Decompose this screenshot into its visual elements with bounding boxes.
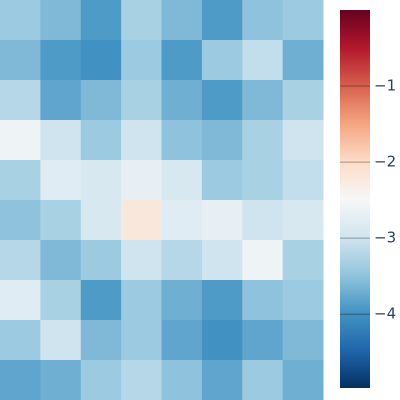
heatmap-cell xyxy=(242,40,284,81)
heatmap-cell xyxy=(40,320,82,361)
heatmap-cell xyxy=(80,40,122,81)
heatmap-cell xyxy=(40,160,82,201)
heatmap-cell xyxy=(80,320,122,361)
heatmap-cell xyxy=(0,160,41,201)
heatmap-cell xyxy=(80,200,122,241)
heatmap-cell xyxy=(40,0,82,41)
heatmap-cell xyxy=(242,80,284,121)
heatmap-cell xyxy=(161,0,203,41)
heatmap-cell xyxy=(161,280,203,321)
heatmap-cell xyxy=(242,280,284,321)
heatmap-area xyxy=(0,0,324,400)
heatmap-cell xyxy=(201,0,243,41)
heatmap-cell xyxy=(0,40,41,81)
colorbar-tick-label: −3 xyxy=(374,229,396,247)
heatmap-cell xyxy=(201,120,243,161)
heatmap-cell xyxy=(80,280,122,321)
heatmap-cell xyxy=(282,160,324,201)
heatmap-cell xyxy=(0,80,41,121)
heatmap-cell xyxy=(121,320,162,361)
heatmap-cell xyxy=(201,80,243,121)
heatmap-cell xyxy=(121,120,162,161)
heatmap-cell xyxy=(0,200,41,241)
heatmap-cell xyxy=(201,200,243,241)
heatmap-cell xyxy=(0,240,41,281)
heatmap-cell xyxy=(242,120,284,161)
heatmap-cell xyxy=(282,280,324,321)
heatmap-cell xyxy=(282,80,324,121)
heatmap-cell xyxy=(80,0,122,41)
heatmap-cell xyxy=(282,200,324,241)
heatmap-cell xyxy=(282,320,324,361)
heatmap-cell xyxy=(161,240,203,281)
heatmap-cell xyxy=(242,240,284,281)
heatmap-cell xyxy=(242,160,284,201)
heatmap-cell xyxy=(121,360,162,400)
heatmap-cell xyxy=(161,40,203,81)
heatmap-cell xyxy=(161,360,203,400)
colorbar-tick-label: −1 xyxy=(374,77,396,95)
heatmap-cell xyxy=(242,0,284,41)
heatmap-cell xyxy=(121,40,162,81)
heatmap-cell xyxy=(242,200,284,241)
heatmap-cell xyxy=(0,280,41,321)
heatmap-cell xyxy=(242,320,284,361)
heatmap-cell xyxy=(121,80,162,121)
heatmap-cell xyxy=(0,120,41,161)
heatmap-cell xyxy=(282,360,324,400)
heatmap-cell xyxy=(0,360,41,400)
heatmap-cell xyxy=(121,280,162,321)
heatmap-cell xyxy=(40,200,82,241)
heatmap-cell xyxy=(40,80,82,121)
heatmap-cell xyxy=(161,160,203,201)
heatmap-cell xyxy=(121,200,162,241)
heatmap-cell xyxy=(201,240,243,281)
heatmap-cell xyxy=(242,360,284,400)
heatmap-cell xyxy=(161,120,203,161)
heatmap-cell xyxy=(282,120,324,161)
colorbar-tick-label: −2 xyxy=(374,153,396,171)
colorbar-axis: −1 −2 −3 −4 xyxy=(340,77,396,323)
heatmap-cell xyxy=(40,40,82,81)
heatmap-cell xyxy=(80,120,122,161)
heatmap-cell xyxy=(40,240,82,281)
heatmap-cell xyxy=(121,160,162,201)
heatmap-cell xyxy=(40,360,82,400)
heatmap-cell xyxy=(80,360,122,400)
colorbar-tick-label: −4 xyxy=(374,305,396,323)
heatmap-cell xyxy=(80,160,122,201)
heatmap-cell xyxy=(161,80,203,121)
heatmap-cell xyxy=(161,200,203,241)
heatmap-cell xyxy=(282,0,324,41)
heatmap-cell xyxy=(80,240,122,281)
heatmap-cell xyxy=(0,320,41,361)
heatmap-cell xyxy=(201,40,243,81)
colorbar xyxy=(340,10,370,388)
heatmap-cell xyxy=(161,320,203,361)
heatmap-cell xyxy=(121,0,162,41)
heatmap-cell xyxy=(40,280,82,321)
heatmap-cell xyxy=(80,80,122,121)
heatmap-cell xyxy=(201,320,243,361)
heatmap-cell xyxy=(0,0,41,41)
heatmap-cell xyxy=(201,360,243,400)
heatmap-cell xyxy=(282,240,324,281)
heatmap-cell xyxy=(282,40,324,81)
heatmap-cell xyxy=(201,280,243,321)
heatmap-cell xyxy=(40,120,82,161)
heatmap-cell xyxy=(201,160,243,201)
heatmap-cell xyxy=(121,240,162,281)
